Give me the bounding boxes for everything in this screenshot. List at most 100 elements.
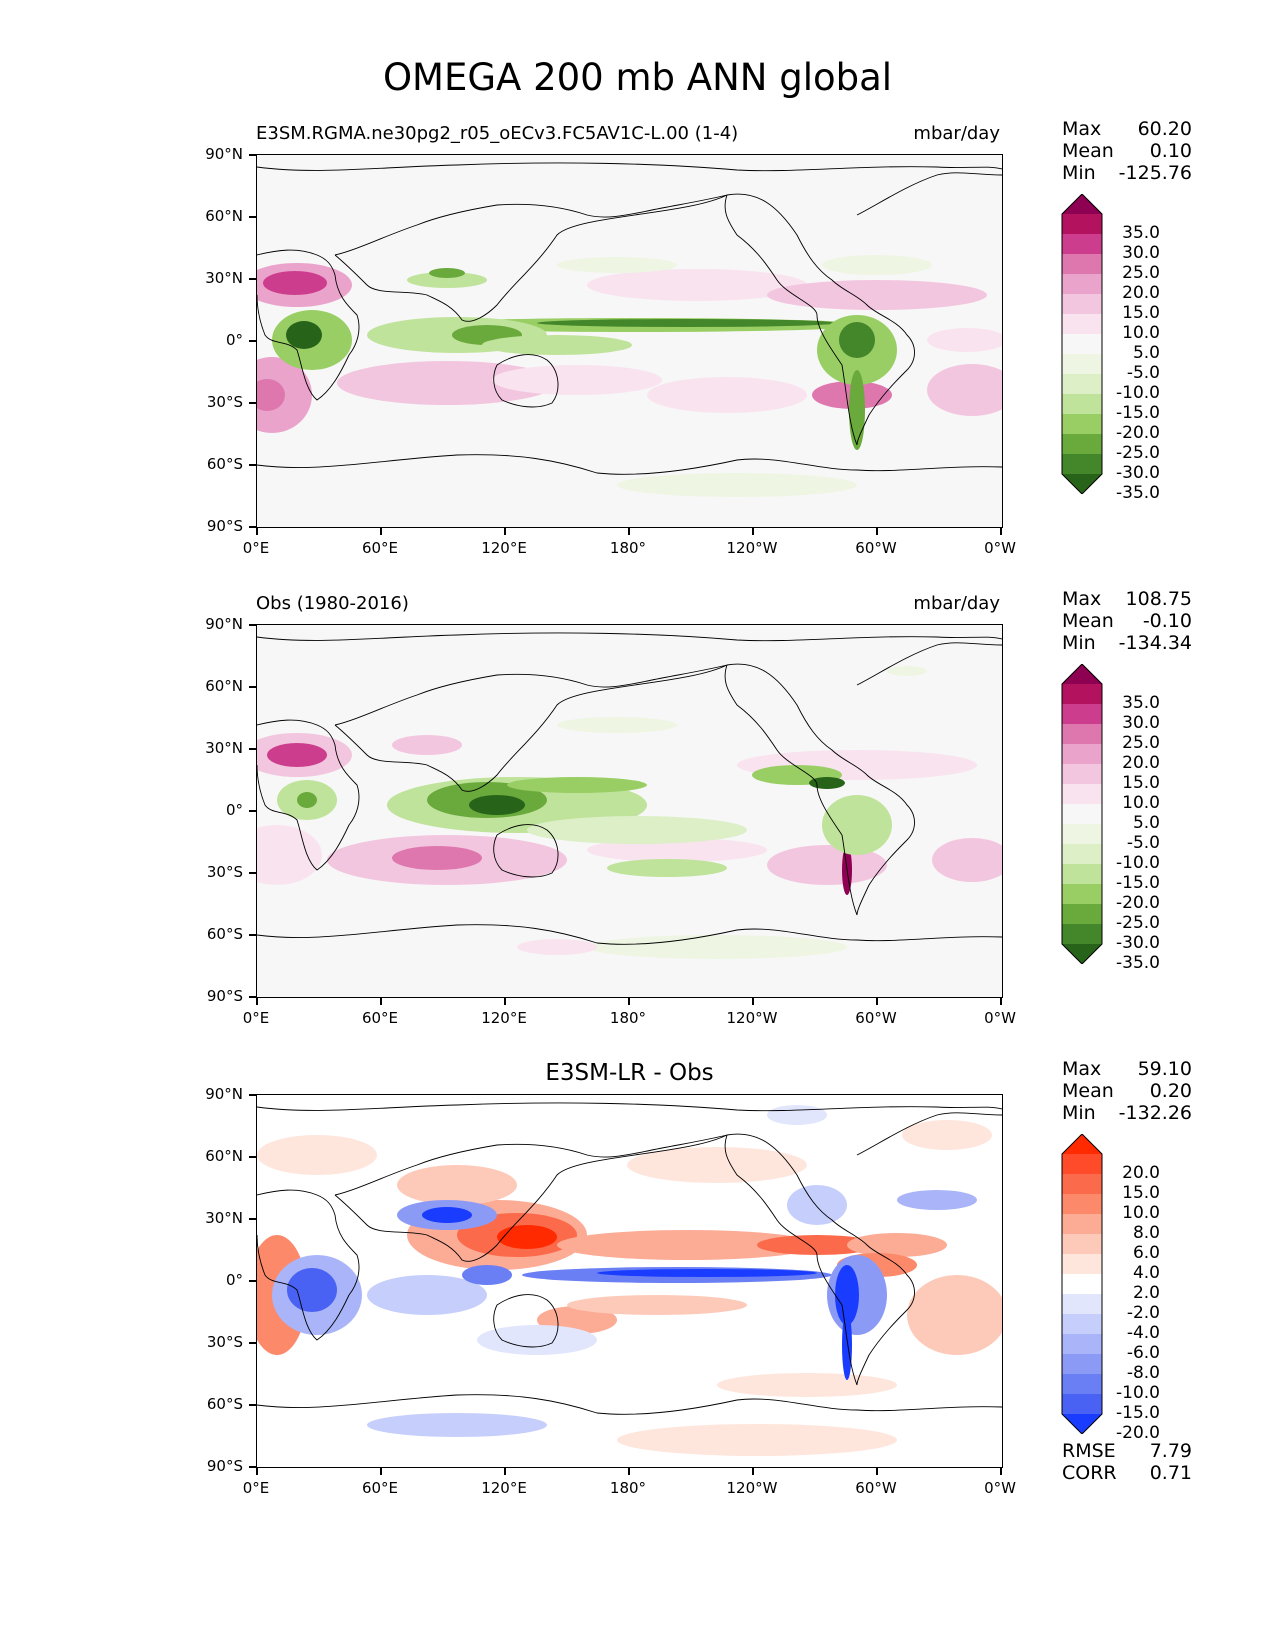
stat-label: Min — [1062, 1102, 1096, 1124]
stat-mean: 0.20 — [1149, 1080, 1192, 1102]
y-tick-label: 30°N — [205, 739, 243, 757]
colorbar-segment — [1062, 1234, 1102, 1255]
colorbar-tick-label: 25.0 — [1122, 263, 1160, 283]
colorbar-segment — [1062, 1334, 1102, 1355]
colorbar-segment — [1062, 1154, 1102, 1175]
y-tick-label: 90°N — [205, 615, 243, 633]
colorbar-tick-label: 30.0 — [1122, 243, 1160, 263]
panel-diff: E3SM-LR - Obs — [0, 940, 1275, 1497]
x-tick-label: 0°W — [984, 1009, 1016, 1027]
colorbar-tick-label: -5.0 — [1126, 833, 1160, 853]
stat-mean: -0.10 — [1142, 610, 1192, 632]
colorbar-tick-label: -25.0 — [1116, 913, 1160, 933]
colorbar-outline — [1061, 193, 1103, 495]
units-label: mbar/day — [913, 123, 1000, 144]
y-tick-label: 90°S — [206, 987, 243, 1005]
metric-label: RMSE — [1062, 1440, 1116, 1462]
colorbar-tick-label: 8.0 — [1132, 1223, 1160, 1243]
stat-min: -125.76 — [1118, 162, 1192, 184]
y-tick-label: 60°S — [206, 1395, 243, 1413]
colorbar-segment — [1062, 724, 1102, 745]
stat-max: 108.75 — [1125, 588, 1192, 610]
y-tick-label: 0° — [225, 331, 243, 349]
y-tick-label: 60°S — [206, 925, 243, 943]
colorbar-extend-min — [1062, 1414, 1102, 1434]
x-tick-label: 180° — [609, 539, 647, 557]
colorbar-tick-label: -4.0 — [1126, 1323, 1160, 1343]
colorbar-tick-label: -30.0 — [1116, 933, 1160, 953]
colorbar-segment — [1062, 844, 1102, 865]
panel-title: Obs (1980-2016) — [256, 593, 409, 614]
colorbar-segment — [1062, 904, 1102, 925]
colorbar — [1060, 663, 1108, 968]
colorbar-tick-label: -35.0 — [1116, 483, 1160, 503]
colorbar-tick-label: 15.0 — [1122, 303, 1160, 323]
colorbar-extend-max — [1062, 664, 1102, 684]
colorbar-segment — [1062, 924, 1102, 945]
colorbar-segment — [1062, 1194, 1102, 1215]
y-tick-label: 60°N — [205, 1147, 243, 1165]
y-tick-label: 0° — [225, 801, 243, 819]
colorbar-segment — [1062, 824, 1102, 845]
colorbar-tick-label: 20.0 — [1122, 753, 1160, 773]
y-tick-label: 30°N — [205, 269, 243, 287]
x-tick-label: 0°W — [984, 539, 1016, 557]
x-tick-label: 180° — [609, 1009, 647, 1027]
colorbar-tick-label: 5.0 — [1132, 813, 1160, 833]
y-tick-label: 60°N — [205, 207, 243, 225]
colorbar-segment — [1062, 274, 1102, 295]
colorbar-segment — [1062, 864, 1102, 885]
x-tick-label: 120°E — [481, 1009, 527, 1027]
x-tick-label: 120°E — [481, 539, 527, 557]
colorbar-segment — [1062, 684, 1102, 705]
colorbar-segment — [1062, 374, 1102, 395]
colorbar-outline — [1061, 663, 1103, 965]
x-tick-label: 0°E — [242, 1479, 270, 1497]
stat-label: Mean — [1062, 1080, 1114, 1102]
panel-model: E3SM.RGMA.ne30pg2_r05_oECv3.FC5AV1C-L.00… — [0, 0, 1275, 557]
x-tick-label: 120°W — [726, 539, 778, 557]
colorbar-tick-label: -10.0 — [1116, 1383, 1160, 1403]
x-tick-label: 60°E — [361, 1479, 399, 1497]
stats-box: Max 59.10 Mean 0.20 Min -132.26 — [1062, 1058, 1192, 1124]
colorbar-segment — [1062, 454, 1102, 475]
x-tick-label: 120°W — [726, 1009, 778, 1027]
colorbar-segment — [1062, 354, 1102, 375]
colorbar-segment — [1062, 884, 1102, 905]
colorbar-extend-max — [1062, 1134, 1102, 1154]
colorbar-tick-label: -20.0 — [1116, 423, 1160, 443]
colorbar-tick-label: -20.0 — [1116, 1423, 1160, 1443]
map-plot — [256, 154, 1003, 528]
colorbar — [1060, 1133, 1108, 1438]
x-tick-label: 0°E — [242, 1009, 270, 1027]
stats-box: Max 60.20 Mean 0.10 Min -125.76 — [1062, 118, 1192, 184]
x-tick-label: 60°W — [855, 1009, 897, 1027]
panel-title: E3SM-LR - Obs — [545, 1060, 714, 1086]
stat-min: -134.34 — [1118, 632, 1192, 654]
colorbar-segment — [1062, 334, 1102, 355]
stat-label: Max — [1062, 118, 1102, 140]
colorbar-segment — [1062, 804, 1102, 825]
stat-max: 60.20 — [1137, 118, 1192, 140]
colorbar-tick-label: 5.0 — [1132, 343, 1160, 363]
colorbar-tick-label: 10.0 — [1122, 323, 1160, 343]
corr-value: 0.71 — [1149, 1462, 1192, 1484]
colorbar-outline — [1061, 1133, 1103, 1435]
y-tick-label: 30°N — [205, 1209, 243, 1227]
colorbar-tick-label: 15.0 — [1122, 1183, 1160, 1203]
colorbar-tick-label: -35.0 — [1116, 953, 1160, 973]
colorbar-segment — [1062, 434, 1102, 455]
y-tick-label: 30°S — [206, 863, 243, 881]
units-label: mbar/day — [913, 593, 1000, 614]
stats-box: Max 108.75 Mean -0.10 Min -134.34 — [1062, 588, 1192, 654]
colorbar-tick-label: 10.0 — [1122, 1203, 1160, 1223]
stat-label: Max — [1062, 588, 1102, 610]
colorbar-tick-label: -15.0 — [1116, 873, 1160, 893]
colorbar-segment — [1062, 1314, 1102, 1335]
colorbar-tick-label: -2.0 — [1126, 1303, 1160, 1323]
colorbar-segment — [1062, 744, 1102, 765]
stat-label: Max — [1062, 1058, 1102, 1080]
colorbar-segment — [1062, 1254, 1102, 1275]
x-tick-label: 60°E — [361, 1009, 399, 1027]
colorbar-segment — [1062, 1294, 1102, 1315]
